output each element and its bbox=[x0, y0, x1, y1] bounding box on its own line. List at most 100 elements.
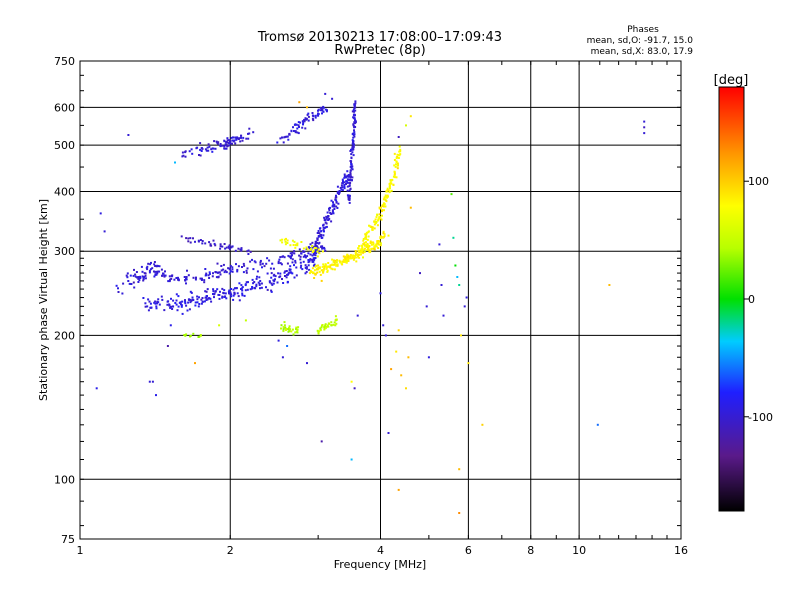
data-point bbox=[142, 297, 145, 299]
data-point bbox=[350, 153, 353, 156]
data-point bbox=[281, 278, 283, 280]
data-point bbox=[393, 170, 396, 173]
data-point bbox=[216, 271, 219, 274]
data-point bbox=[155, 307, 158, 310]
data-point bbox=[304, 255, 306, 257]
data-point bbox=[288, 271, 291, 274]
data-point bbox=[286, 262, 289, 265]
data-point bbox=[312, 260, 315, 263]
data-point bbox=[274, 275, 277, 278]
data-point bbox=[294, 259, 297, 262]
data-point bbox=[183, 334, 186, 336]
data-point bbox=[360, 250, 363, 253]
data-point bbox=[356, 253, 359, 256]
data-point bbox=[395, 176, 398, 179]
data-point bbox=[317, 242, 320, 245]
data-point bbox=[154, 270, 157, 273]
data-point bbox=[222, 292, 225, 295]
data-point bbox=[265, 262, 268, 265]
data-point bbox=[255, 277, 258, 280]
data-point bbox=[335, 194, 337, 197]
data-point bbox=[317, 247, 320, 250]
data-point bbox=[219, 247, 222, 250]
data-point bbox=[218, 271, 221, 274]
data-point bbox=[336, 259, 338, 262]
data-point bbox=[386, 187, 389, 190]
data-point bbox=[223, 139, 226, 142]
data-point bbox=[389, 187, 391, 190]
data-point bbox=[281, 238, 283, 241]
data-point bbox=[215, 276, 218, 279]
data-point bbox=[235, 263, 237, 266]
data-point bbox=[148, 300, 151, 303]
data-point bbox=[241, 289, 244, 292]
data-point bbox=[314, 249, 317, 252]
data-point bbox=[196, 298, 199, 301]
data-point bbox=[357, 249, 360, 252]
data-point bbox=[239, 140, 242, 143]
data-point bbox=[268, 281, 271, 284]
data-point bbox=[378, 216, 381, 219]
data-point bbox=[207, 143, 210, 146]
data-point bbox=[343, 260, 346, 263]
data-point bbox=[227, 267, 230, 270]
data-point bbox=[329, 264, 332, 267]
data-point bbox=[321, 108, 324, 111]
data-point bbox=[325, 215, 328, 218]
data-point bbox=[369, 242, 372, 244]
data-point bbox=[261, 262, 264, 265]
data-point bbox=[324, 263, 327, 266]
data-point bbox=[201, 300, 204, 303]
data-point bbox=[318, 330, 321, 333]
data-point bbox=[280, 327, 282, 330]
data-point bbox=[311, 117, 314, 120]
data-point bbox=[307, 259, 310, 261]
data-point bbox=[153, 261, 156, 263]
data-point bbox=[323, 265, 326, 268]
data-point bbox=[359, 253, 362, 256]
data-point bbox=[347, 174, 350, 176]
data-point bbox=[234, 136, 237, 139]
data-point bbox=[305, 270, 308, 273]
data-point bbox=[330, 220, 333, 223]
data-point bbox=[379, 242, 382, 245]
data-point bbox=[219, 143, 222, 145]
data-point bbox=[206, 146, 209, 149]
x-tick-label: 16 bbox=[674, 544, 688, 557]
data-point bbox=[236, 292, 239, 295]
data-point bbox=[266, 288, 269, 291]
data-point bbox=[323, 247, 326, 250]
data-point bbox=[314, 273, 317, 276]
data-point bbox=[324, 218, 327, 221]
data-point bbox=[215, 140, 218, 143]
data-point bbox=[148, 269, 151, 272]
data-point bbox=[342, 180, 344, 183]
data-point bbox=[283, 238, 286, 241]
data-point bbox=[230, 136, 233, 139]
data-point bbox=[362, 239, 365, 242]
data-point bbox=[317, 264, 320, 267]
data-point bbox=[289, 244, 292, 247]
data-point bbox=[383, 205, 386, 208]
data-point bbox=[283, 321, 286, 324]
data-point bbox=[405, 387, 407, 390]
data-point bbox=[329, 212, 332, 214]
data-point bbox=[481, 423, 484, 426]
data-point bbox=[307, 112, 310, 115]
data-point bbox=[346, 258, 349, 261]
data-point bbox=[311, 267, 314, 270]
data-point bbox=[314, 265, 317, 268]
data-point bbox=[325, 225, 328, 228]
data-point bbox=[291, 272, 294, 275]
data-point bbox=[312, 246, 315, 249]
data-point bbox=[386, 196, 388, 199]
data-point bbox=[271, 283, 274, 286]
data-point bbox=[324, 92, 327, 95]
data-point bbox=[373, 245, 376, 248]
data-point bbox=[252, 268, 255, 271]
data-point bbox=[151, 380, 154, 383]
data-point bbox=[298, 248, 301, 251]
data-point bbox=[185, 237, 188, 240]
data-point bbox=[334, 259, 337, 262]
data-point bbox=[377, 241, 380, 244]
